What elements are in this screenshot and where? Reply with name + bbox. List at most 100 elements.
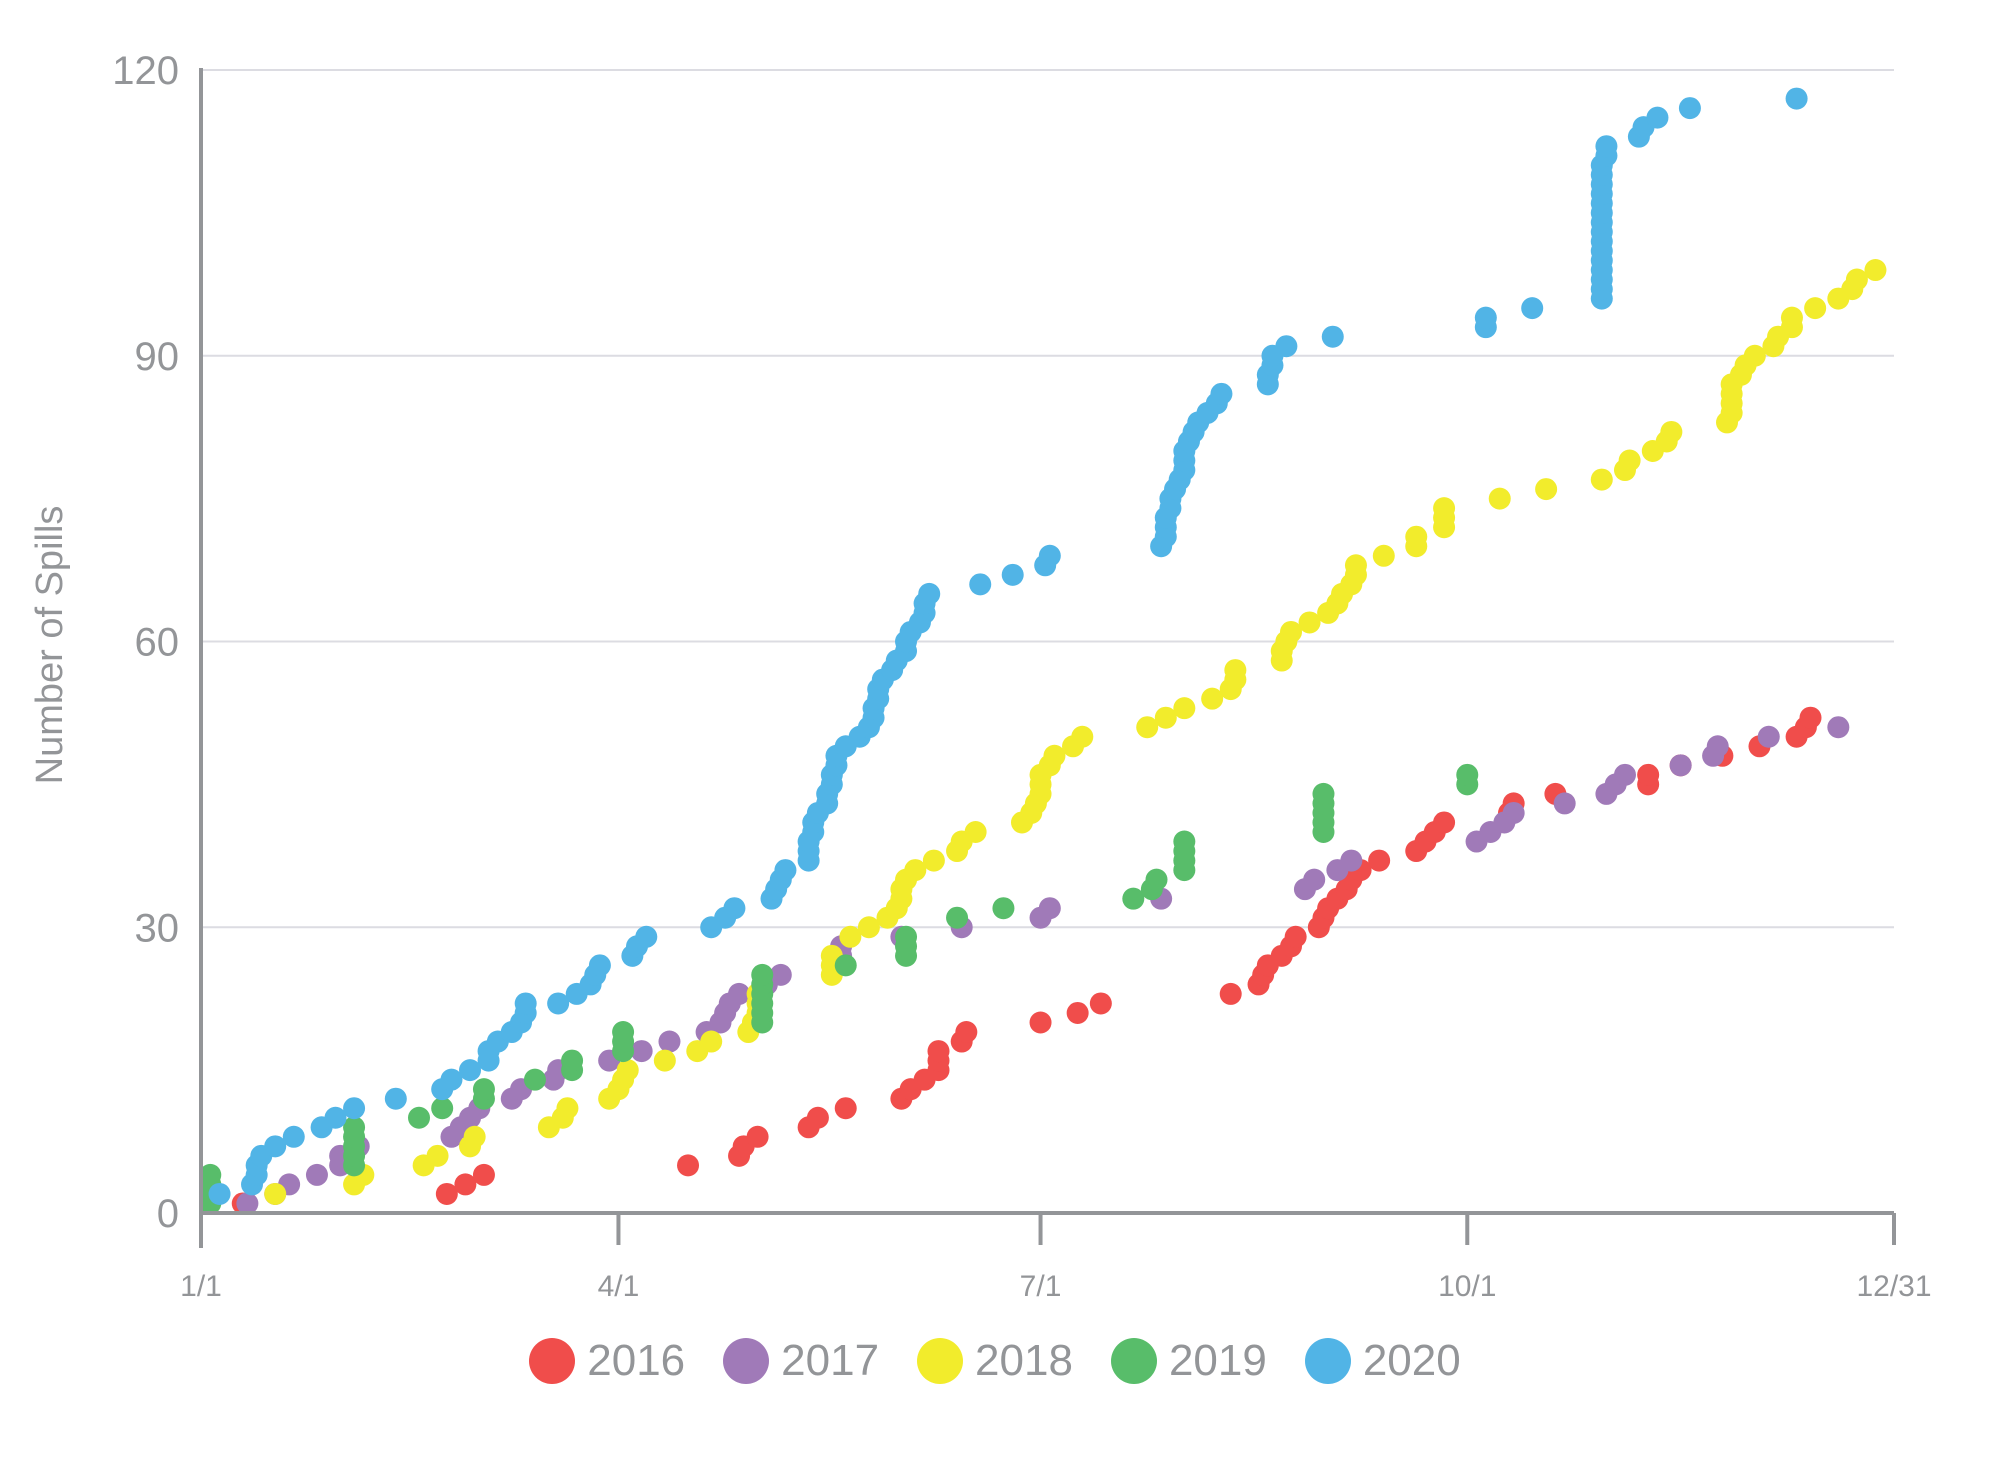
- point-2017: [1613, 763, 1636, 786]
- legend-label: 2019: [1168, 1336, 1267, 1385]
- point-2020: [1321, 325, 1344, 348]
- legend-label: 2017: [781, 1336, 880, 1385]
- point-2018: [1660, 420, 1683, 443]
- point-2020: [969, 573, 992, 596]
- legend-label: 2016: [587, 1336, 686, 1385]
- legend-label: 2020: [1362, 1336, 1461, 1385]
- point-2019: [834, 954, 857, 977]
- data-points: [199, 87, 1887, 1215]
- legend-item-2018[interactable]: 2018: [917, 1336, 1073, 1386]
- point-2017: [236, 1192, 259, 1215]
- point-2018: [1224, 659, 1247, 682]
- point-2018: [1433, 497, 1456, 520]
- point-2016: [435, 1182, 458, 1205]
- point-2016: [677, 1154, 700, 1177]
- point-2018: [616, 1059, 639, 1082]
- point-2019: [472, 1078, 495, 1101]
- legend-label: 2018: [975, 1336, 1073, 1385]
- point-2018: [426, 1144, 449, 1167]
- point-2017: [630, 1040, 653, 1063]
- point-2019: [1312, 782, 1335, 805]
- point-2017: [1502, 801, 1525, 824]
- legend-swatch-2019: [1110, 1338, 1157, 1384]
- point-2017: [1303, 868, 1326, 891]
- point-2016: [746, 1125, 769, 1148]
- point-2019: [523, 1068, 546, 1091]
- point-2020: [440, 1068, 463, 1091]
- point-2020: [1275, 335, 1298, 358]
- point-2018: [556, 1097, 579, 1120]
- x-tick-label: 12/31: [1856, 1270, 1931, 1303]
- point-2020: [459, 1059, 482, 1082]
- point-2016: [1799, 706, 1822, 729]
- point-2017: [1706, 735, 1729, 758]
- point-2020: [324, 1106, 347, 1129]
- point-2018: [1372, 544, 1395, 567]
- point-2020: [1001, 563, 1024, 586]
- legend-swatch-2017: [723, 1338, 770, 1384]
- point-2017: [1669, 754, 1692, 777]
- point-2018: [264, 1182, 287, 1205]
- point-2016: [834, 1097, 857, 1120]
- point-2018: [857, 916, 880, 939]
- point-2016: [1029, 1011, 1052, 1034]
- point-2018: [839, 925, 862, 948]
- x-tick-labels: 1/1 4/1 7/1 10/1 12/31: [180, 1270, 1931, 1303]
- legend-swatch-2020: [1304, 1338, 1351, 1384]
- point-2019: [343, 1116, 366, 1139]
- point-2018: [1488, 487, 1511, 510]
- y-tick-label: 90: [135, 335, 180, 379]
- point-2018: [1280, 620, 1303, 643]
- point-2018: [1590, 468, 1613, 491]
- point-2016: [1368, 849, 1391, 872]
- y-tick-label: 0: [157, 1192, 179, 1236]
- legend-item-2016[interactable]: 2016: [529, 1336, 685, 1386]
- point-2020: [514, 992, 537, 1015]
- point-2020: [1785, 87, 1808, 110]
- legend-swatch-2018: [917, 1338, 964, 1384]
- point-2016: [454, 1173, 477, 1196]
- point-2019: [1122, 887, 1145, 910]
- y-tick-label: 120: [112, 49, 179, 93]
- point-2018: [1618, 449, 1641, 472]
- point-2016: [1284, 925, 1307, 948]
- point-2018: [1298, 611, 1321, 634]
- point-2017: [658, 1030, 681, 1053]
- y-tick-label: 60: [135, 621, 180, 665]
- legend-item-2017[interactable]: 2017: [723, 1336, 879, 1386]
- point-2018: [1535, 478, 1558, 501]
- y-axis-label: Number of Spills: [29, 506, 71, 785]
- y-tick-labels: 0 30 60 90 120: [112, 49, 179, 1236]
- point-2017: [1553, 792, 1576, 815]
- legend-item-2020[interactable]: 2020: [1304, 1336, 1461, 1386]
- point-2016: [1066, 1001, 1089, 1024]
- point-2018: [1780, 306, 1803, 329]
- legend-item-2019[interactable]: 2019: [1110, 1336, 1267, 1386]
- point-2020: [208, 1182, 231, 1205]
- point-2018: [463, 1125, 486, 1148]
- point-2020: [282, 1125, 305, 1148]
- point-2017: [728, 982, 751, 1005]
- point-2018: [1201, 687, 1224, 710]
- point-2018: [904, 859, 927, 882]
- point-2017: [1340, 849, 1363, 872]
- x-tick-label: 1/1: [180, 1270, 222, 1303]
- point-2018: [1154, 706, 1177, 729]
- point-2016: [806, 1106, 829, 1129]
- point-2020: [774, 859, 797, 882]
- point-2019: [408, 1106, 431, 1129]
- point-2016: [1089, 992, 1112, 1015]
- axes: [199, 68, 1896, 1248]
- series-2018: [264, 259, 1887, 1205]
- point-2020: [1474, 306, 1497, 329]
- point-2018: [700, 1030, 723, 1053]
- point-2018: [653, 1049, 676, 1072]
- point-2020: [588, 954, 611, 977]
- point-2018: [1344, 554, 1367, 577]
- series-2017: [236, 716, 1850, 1215]
- y-tick-label: 30: [135, 906, 180, 950]
- point-2020: [1038, 544, 1061, 567]
- point-2020: [1678, 97, 1701, 120]
- point-2017: [305, 1163, 328, 1186]
